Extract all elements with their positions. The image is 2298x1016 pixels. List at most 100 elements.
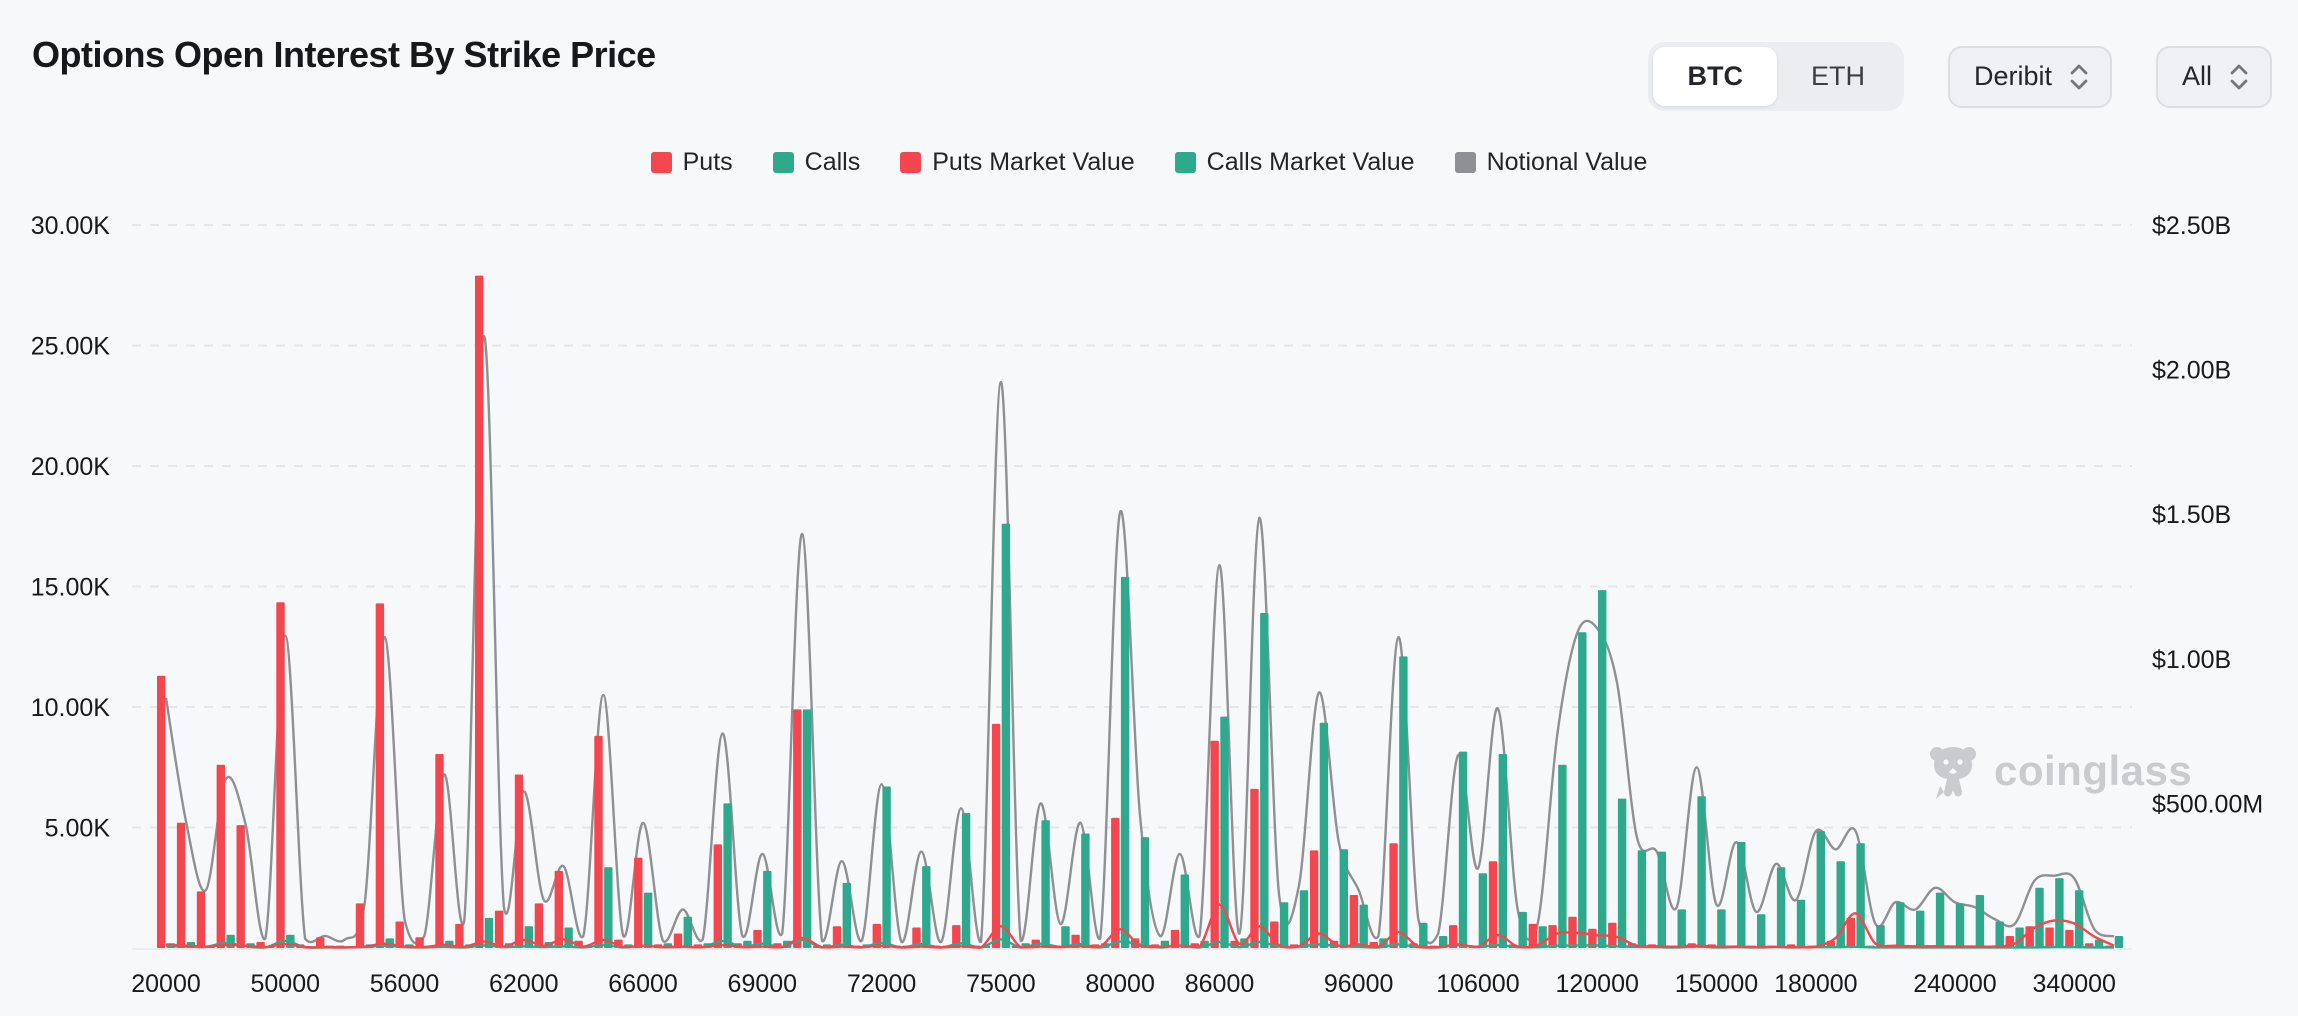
calls-bar[interactable]: [1617, 798, 1627, 948]
calls-bar[interactable]: [1717, 909, 1726, 948]
calls-bar[interactable]: [1697, 796, 1706, 948]
calls-bar[interactable]: [1935, 892, 1945, 948]
calls-bar[interactable]: [1995, 921, 2004, 949]
calls-bar[interactable]: [1339, 849, 1348, 948]
calls-bar[interactable]: [683, 916, 692, 948]
puts-bar[interactable]: [1250, 788, 1259, 948]
calls-bar[interactable]: [763, 870, 772, 948]
puts-bar[interactable]: [793, 709, 802, 948]
calls-bar[interactable]: [1260, 613, 1269, 948]
puts-bar[interactable]: [435, 754, 444, 948]
puts-market-value-line[interactable]: [165, 903, 2115, 949]
calls-bar[interactable]: [1558, 764, 1567, 948]
calls-bar[interactable]: [1578, 632, 1587, 948]
calls-bar[interactable]: [2075, 890, 2084, 948]
calls-bar[interactable]: [1299, 890, 1309, 948]
puts-bar[interactable]: [634, 857, 643, 948]
puts-bar[interactable]: [276, 602, 285, 948]
exchange-dropdown[interactable]: Deribit: [1947, 45, 2112, 108]
calls-bar[interactable]: [1896, 902, 1905, 948]
puts-bar[interactable]: [395, 921, 404, 949]
calls-bar[interactable]: [1916, 910, 1925, 948]
puts-bar[interactable]: [713, 844, 722, 948]
legend-item-notional-value[interactable]: Notional Value: [1454, 148, 1647, 177]
puts-bar[interactable]: [216, 764, 225, 948]
puts-bar[interactable]: [514, 774, 524, 949]
puts-bar[interactable]: [991, 723, 1001, 948]
calls-bar[interactable]: [1955, 903, 1965, 948]
puts-bar[interactable]: [1389, 843, 1398, 948]
puts-bar[interactable]: [494, 910, 504, 948]
calls-bar[interactable]: [2035, 887, 2044, 949]
puts-bar[interactable]: [355, 903, 365, 948]
calls-bar[interactable]: [1120, 576, 1130, 948]
calls-bar[interactable]: [2114, 936, 2124, 948]
tab-eth[interactable]: ETH: [1777, 47, 1899, 106]
calls-bar[interactable]: [1796, 899, 1806, 948]
puts-bar[interactable]: [375, 603, 385, 948]
legend-item-calls[interactable]: Calls: [772, 148, 860, 177]
calls-bar[interactable]: [1975, 895, 1985, 948]
puts-bar[interactable]: [1270, 921, 1279, 949]
puts-bar[interactable]: [534, 903, 544, 948]
calls-bar[interactable]: [1439, 936, 1448, 948]
legend-item-puts[interactable]: Puts: [650, 148, 733, 177]
puts-bar[interactable]: [236, 825, 245, 948]
calls-bar[interactable]: [1757, 914, 1766, 948]
calls-bar[interactable]: [1637, 850, 1647, 948]
puts-bar[interactable]: [1111, 817, 1120, 948]
calls-bar[interactable]: [1776, 867, 1786, 948]
calls-bar[interactable]: [1359, 904, 1368, 948]
puts-bar[interactable]: [1449, 925, 1458, 948]
puts-bar[interactable]: [554, 870, 563, 948]
calls-bar[interactable]: [1319, 722, 1329, 948]
puts-bar[interactable]: [1528, 923, 1537, 948]
puts-bar[interactable]: [952, 925, 961, 948]
calls-bar[interactable]: [723, 803, 732, 948]
calls-bar[interactable]: [1041, 820, 1050, 948]
puts-bar[interactable]: [2065, 929, 2074, 948]
calls-bar[interactable]: [1180, 874, 1189, 949]
calls-bar[interactable]: [1081, 833, 1090, 949]
puts-bar[interactable]: [176, 822, 186, 948]
legend-item-puts-market-value[interactable]: Puts Market Value: [900, 148, 1135, 177]
puts-bar[interactable]: [316, 937, 325, 948]
calls-bar[interactable]: [1001, 523, 1011, 948]
puts-bars[interactable]: [157, 275, 2114, 949]
calls-bar[interactable]: [1856, 843, 1865, 948]
calls-bar[interactable]: [1279, 902, 1289, 948]
puts-bar[interactable]: [912, 927, 921, 949]
calls-bar[interactable]: [2055, 878, 2064, 948]
puts-bar[interactable]: [594, 735, 603, 948]
calls-bar[interactable]: [1419, 922, 1428, 948]
calls-bar[interactable]: [1140, 837, 1150, 948]
calls-bar[interactable]: [1399, 656, 1408, 948]
tab-btc[interactable]: BTC: [1653, 47, 1777, 106]
puts-bar[interactable]: [2045, 927, 2054, 949]
expiry-dropdown[interactable]: All: [2155, 45, 2272, 108]
calls-bar[interactable]: [1737, 842, 1746, 948]
puts-bar[interactable]: [415, 937, 424, 948]
calls-bar[interactable]: [2094, 939, 2104, 948]
calls-bar[interactable]: [1458, 751, 1468, 948]
calls-bar[interactable]: [1598, 590, 1607, 948]
calls-bar[interactable]: [1478, 873, 1488, 948]
puts-bar[interactable]: [1488, 861, 1498, 948]
calls-bar[interactable]: [524, 926, 533, 948]
calls-bar[interactable]: [1498, 754, 1507, 948]
calls-bar[interactable]: [802, 709, 812, 948]
calls-bar[interactable]: [922, 866, 931, 948]
calls-bar[interactable]: [1677, 909, 1686, 948]
puts-bar[interactable]: [1170, 929, 1180, 948]
calls-bar[interactable]: [564, 927, 573, 949]
calls-bar[interactable]: [1061, 926, 1070, 948]
calls-bar[interactable]: [643, 892, 653, 948]
calls-bar[interactable]: [961, 813, 971, 948]
puts-bar[interactable]: [1210, 740, 1219, 948]
puts-bar[interactable]: [1349, 895, 1359, 948]
puts-bar[interactable]: [1309, 850, 1319, 948]
calls-bar[interactable]: [1220, 716, 1229, 948]
puts-bar[interactable]: [673, 933, 683, 949]
calls-bar[interactable]: [1518, 911, 1527, 948]
puts-bar[interactable]: [455, 923, 464, 948]
